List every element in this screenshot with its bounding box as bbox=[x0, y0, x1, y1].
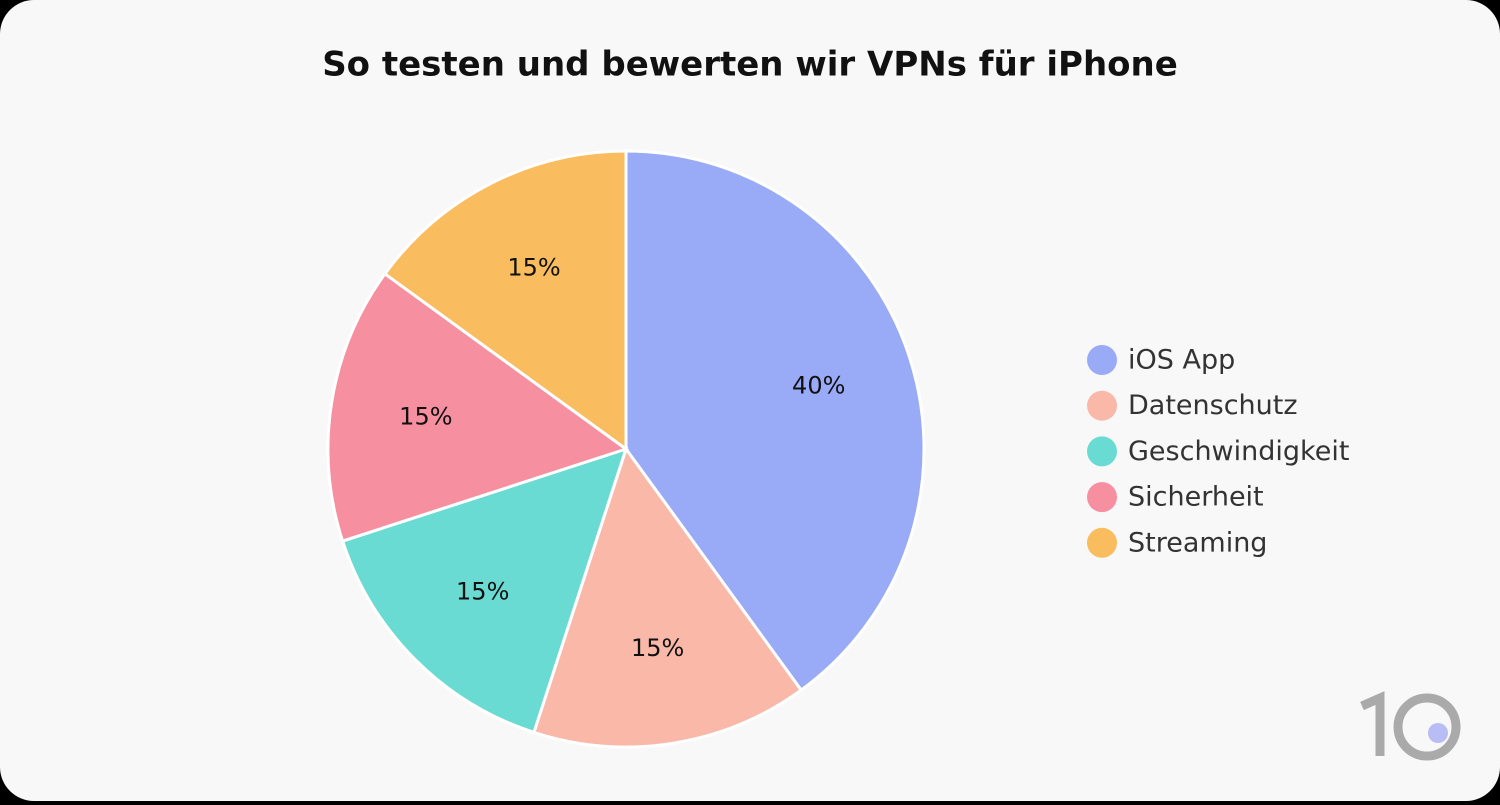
legend-label: Datenschutz bbox=[1128, 390, 1298, 421]
slice-label: 15% bbox=[456, 577, 509, 605]
pie-slice bbox=[624, 149, 926, 693]
legend-label: Streaming bbox=[1128, 527, 1267, 558]
legend-swatch bbox=[1087, 482, 1117, 513]
pie-slice bbox=[326, 271, 630, 543]
slice-label: 15% bbox=[399, 402, 452, 430]
legend-label: Geschwindigkeit bbox=[1128, 436, 1349, 467]
legend-label: iOS App bbox=[1128, 345, 1235, 376]
chart-title: So testen und bewerten wir VPNs für iPho… bbox=[322, 45, 1178, 85]
pie-slice bbox=[382, 149, 628, 452]
logo-dot bbox=[1428, 723, 1448, 743]
logo bbox=[1360, 691, 1461, 761]
slice-label: 40% bbox=[792, 371, 845, 399]
logo-one bbox=[1360, 691, 1385, 756]
legend-swatch bbox=[1087, 527, 1117, 558]
slice-label: 15% bbox=[631, 634, 684, 662]
slice-label: 15% bbox=[507, 253, 560, 281]
legend-label: Sicherheit bbox=[1128, 482, 1264, 513]
logo-zero bbox=[1393, 693, 1461, 761]
pie-slice bbox=[340, 446, 629, 735]
legend-swatch bbox=[1087, 436, 1117, 467]
pie-slice bbox=[532, 445, 804, 749]
legend-swatch bbox=[1087, 390, 1117, 421]
legend-swatch bbox=[1087, 345, 1117, 375]
